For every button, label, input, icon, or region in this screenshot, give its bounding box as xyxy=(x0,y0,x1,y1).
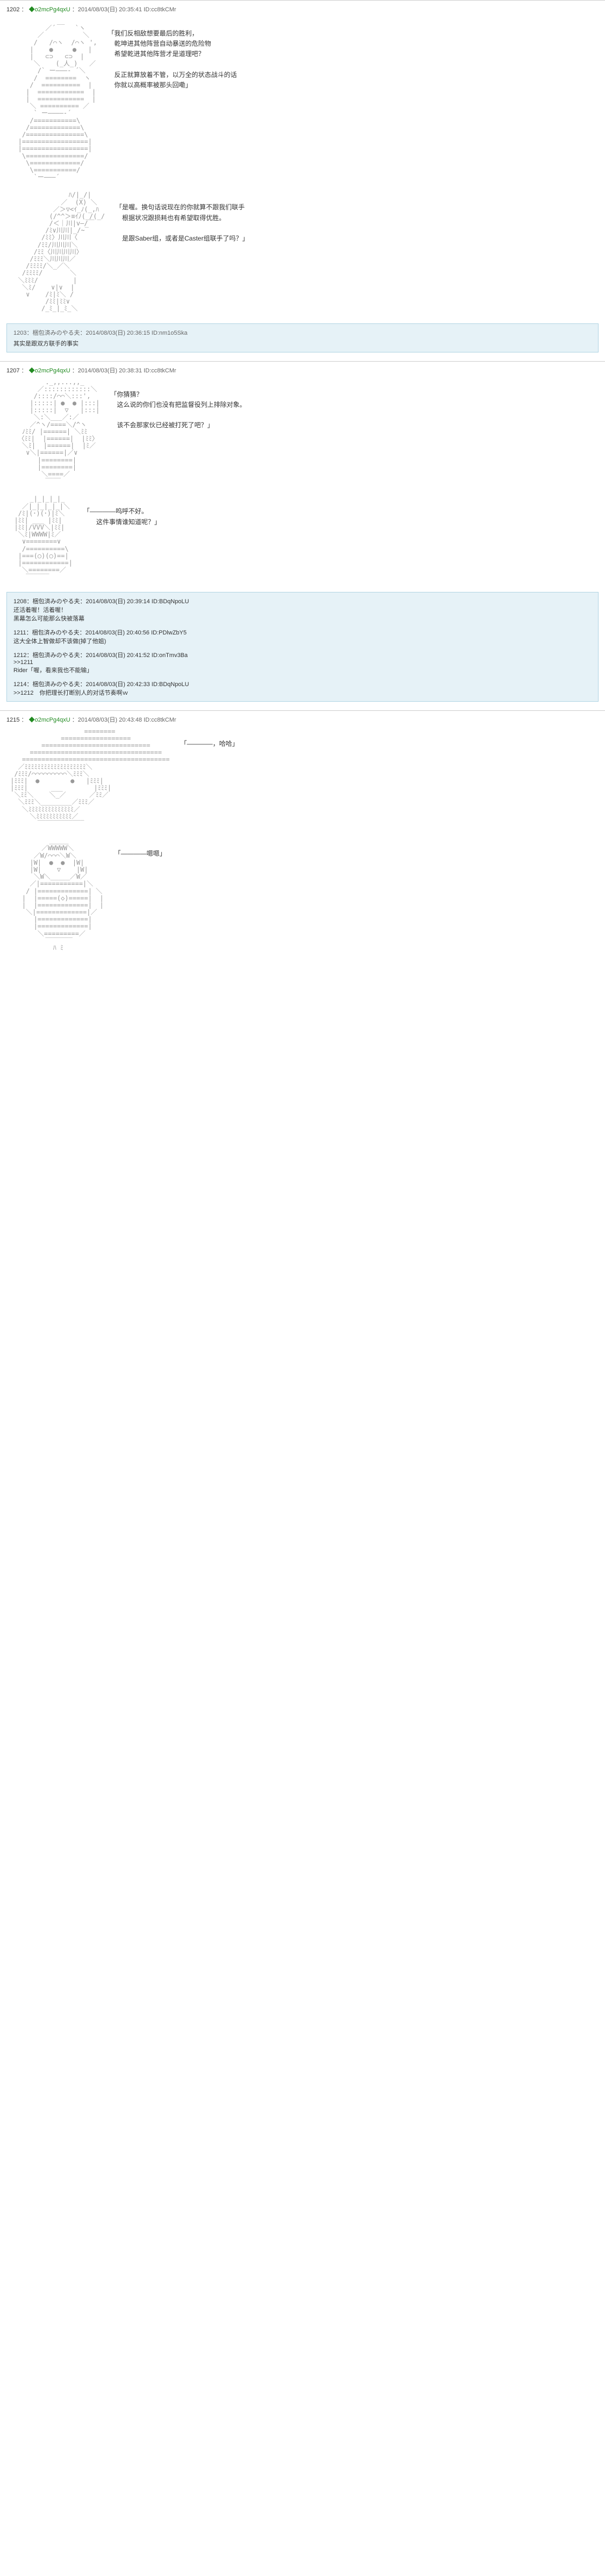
post-id: ID:cc8tkCMr xyxy=(144,6,176,13)
ascii-art: ._,,...,,_ ／::::::::::::＼ /::::/⌒⌒＼:::',… xyxy=(6,379,99,485)
ascii-art: ﾊ/|_/| ／ (X) ＼ ／＞▽<ｲ_ﾉ(_,ﾊ (/^^＞≡ｲﾉ(_/(_… xyxy=(6,192,105,312)
content-row: ＿＿＿ ／WWWWW＼ ／W/⌒⌒⌒＼W＼ |W| ● ● |W| |W| ▽ … xyxy=(6,838,599,951)
reply-name: 梱包済みのやる夫 xyxy=(32,598,80,605)
reply-header: 1203：梱包済みのやる夫：2014/08/03(日) 20:36:15 ID:… xyxy=(13,328,592,337)
reply-item: 1212：梱包済みのやる夫：2014/08/03(日) 20:41:52 ID:… xyxy=(13,651,592,674)
post: 1207 ： ◆o2mcPg4qxU ：2014/08/03(日) 20:38:… xyxy=(0,361,605,710)
post: 1202 ： ◆o2mcPg4qxU ：2014/08/03(日) 20:35:… xyxy=(0,0,605,361)
content-row: __ ／´ `ヽ ／ ＼ / /⌒ヽ /⌒ヽ ', | ● ● | | ⊂⊃ ⊂… xyxy=(6,18,599,181)
content-row: _|_|_|_|_ ／|_|_|_|_|＼ /ﾐ|(･)(･)|ﾐ＼ |ﾐﾐ| … xyxy=(6,496,599,581)
content-row: ﾊ/|_/| ／ (X) ＼ ／＞▽<ｲ_ﾉ(_,ﾊ (/^^＞≡ｲﾉ(_/(_… xyxy=(6,192,599,312)
reply-body: 其实是跟双方联手的事实 xyxy=(13,339,592,348)
reply-name: 梱包済みのやる夫 xyxy=(32,652,80,659)
post-date: 2014/08/03(日) 20:38:31 xyxy=(78,368,142,374)
reply-header: 1214：梱包済みのやる夫：2014/08/03(日) 20:42:33 ID:… xyxy=(13,680,592,688)
post-id: ID:cc8tkCMr xyxy=(144,717,176,723)
post-no: 1207 xyxy=(6,368,19,374)
reply-name: 梱包済みのやる夫 xyxy=(32,330,80,336)
post-no: 1215 xyxy=(6,717,19,723)
reply-header: 1212：梱包済みのやる夫：2014/08/03(日) 20:41:52 ID:… xyxy=(13,651,592,659)
dialogue-text: 「你猜猜？ 这么说的你们也没有把监督役列上排除对象。 该不会那家伙已经被打死了吧… xyxy=(110,379,246,431)
reply-body: >>1211 Rider「喔，看来我也不能输」 xyxy=(13,659,592,674)
content-row: ._,,...,,_ ／::::::::::::＼ /::::/⌒⌒＼:::',… xyxy=(6,379,599,485)
dialogue-text: 「我们反相敌想要最后的胜利， 乾坤进其他阵营自动暴送的危险物 希望乾进其他阵营才… xyxy=(108,18,237,90)
post-trip: ◆o2mcPg4qxU xyxy=(29,717,70,723)
post: 1215 ： ◆o2mcPg4qxU ：2014/08/03(日) 20:43:… xyxy=(0,710,605,967)
post-trip: ◆o2mcPg4qxU xyxy=(29,368,70,374)
dialogue-text: 「是喔。换句话说现在的你就算不跟我们联手 根据状况跟损耗也有希望取得优胜。 是跟… xyxy=(116,192,248,244)
reply-box: 1203：梱包済みのやる夫：2014/08/03(日) 20:36:15 ID:… xyxy=(6,323,599,352)
dialogue-text: 「――――，哈哈」 xyxy=(180,728,288,749)
dialogue-text: 「――――呜呼不好。 这件事情谁知道呢？」 xyxy=(83,496,191,527)
reply-item: 1208：梱包済みのやる夫：2014/08/03(日) 20:39:14 ID:… xyxy=(13,597,592,623)
content-row: ======== ================== ============… xyxy=(6,728,599,828)
reply-name: 梱包済みのやる夫 xyxy=(32,630,80,636)
reply-body: >>1212 你把理长打断别人的对话节奏啊ｗ xyxy=(13,688,592,697)
reply-header: 1211：梱包済みのやる夫：2014/08/03(日) 20:40:56 ID:… xyxy=(13,628,592,637)
post-header: 1207 ： ◆o2mcPg4qxU ：2014/08/03(日) 20:38:… xyxy=(6,366,599,375)
post-date: 2014/08/03(日) 20:43:48 xyxy=(78,717,142,723)
ascii-art: ＿＿＿ ／WWWWW＼ ／W/⌒⌒⌒＼W＼ |W| ● ● |W| |W| ▽ … xyxy=(6,838,104,951)
reply-item: 1214：梱包済みのやる夫：2014/08/03(日) 20:42:33 ID:… xyxy=(13,680,592,697)
reply-name: 梱包済みのやる夫 xyxy=(32,681,80,688)
post-header: 1215 ： ◆o2mcPg4qxU ：2014/08/03(日) 20:43:… xyxy=(6,715,599,724)
ascii-art: __ ／´ `ヽ ／ ＼ / /⌒ヽ /⌒ヽ ', | ● ● | | ⊂⊃ ⊂… xyxy=(6,18,97,181)
post-header: 1202 ： ◆o2mcPg4qxU ：2014/08/03(日) 20:35:… xyxy=(6,5,599,13)
dialogue-text: 「――――嗯嗯」 xyxy=(115,838,222,859)
ascii-art: _|_|_|_|_ ／|_|_|_|_|＼ /ﾐ|(･)(･)|ﾐ＼ |ﾐﾐ| … xyxy=(6,496,73,581)
post-date: 2014/08/03(日) 20:35:41 xyxy=(78,6,142,13)
reply-body: 这大全体上智做却不该做(掉了他姐) xyxy=(13,637,592,645)
reply-body: 还活着喔！活着喔！ 黑幕怎么可能那么快被落幕 xyxy=(13,605,592,623)
multi-reply-box: 1208：梱包済みのやる夫：2014/08/03(日) 20:39:14 ID:… xyxy=(6,592,599,702)
post-id: ID:cc8tkCMr xyxy=(144,368,176,374)
post-no: 1202 xyxy=(6,6,19,13)
reply-header: 1208：梱包済みのやる夫：2014/08/03(日) 20:39:14 ID:… xyxy=(13,597,592,605)
reply-item: 1211：梱包済みのやる夫：2014/08/03(日) 20:40:56 ID:… xyxy=(13,628,592,645)
post-trip: ◆o2mcPg4qxU xyxy=(29,6,70,13)
ascii-art: ======== ================== ============… xyxy=(6,728,169,828)
